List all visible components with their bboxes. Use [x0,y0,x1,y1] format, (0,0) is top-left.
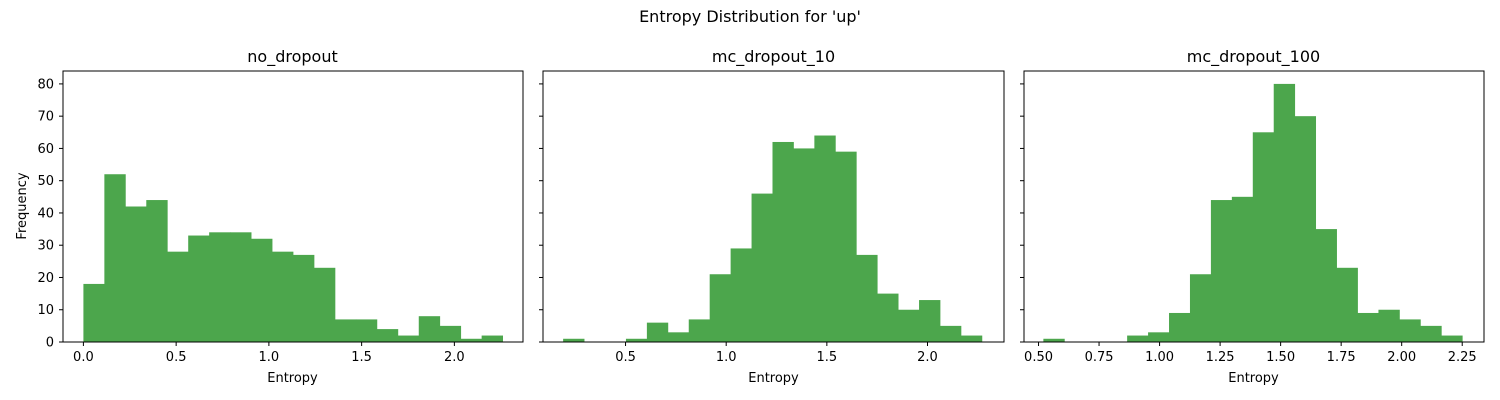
histogram-bar [334,319,357,342]
histogram-bar [272,251,294,342]
histogram-bar [835,151,857,342]
histogram-bar [1210,200,1233,342]
histogram-bar [563,338,585,342]
x-tick-label: 1.25 [1206,350,1235,365]
panel-no-dropout: no_dropout Entropy Frequency 0.0 0.5 1.0 1.… [15,47,524,386]
y-tick-label: 70 [37,110,54,125]
y-tick-label: 60 [37,142,54,157]
histogram-bar [376,329,399,342]
y-tick-label: 10 [37,303,54,318]
histogram-bar [83,283,105,342]
histogram-bar [814,135,836,342]
histogram-bar [125,206,147,342]
x-tick-label: 1.0 [716,350,737,365]
x-tick-label: 1.50 [1266,350,1295,365]
x-tick-label: 1.0 [259,350,280,365]
histogram-bar [209,232,231,342]
axes-frame [542,70,1005,343]
x-tick-label: 2.25 [1448,350,1477,365]
histogram-bar [751,193,773,342]
histogram-bar [104,174,126,342]
histogram-bar [1252,132,1275,342]
histogram-bar [1043,338,1065,342]
histogram-bar [1294,116,1317,343]
x-tick-label: 1.75 [1327,350,1356,365]
histogram-bar [439,325,462,342]
histogram-bar [355,319,378,342]
histogram-bar [898,309,920,342]
histogram-bar [856,254,878,342]
histogram-bar [1273,83,1296,343]
x-tick-label: 0.5 [615,350,636,365]
histogram-bar [167,251,189,342]
histogram-bar [146,200,168,342]
histogram-bar [1357,312,1379,342]
y-tick-label: 80 [37,77,54,92]
histogram-bar [1169,312,1191,342]
histogram-bar [1441,335,1463,342]
panel-mc-dropout-100: mc_dropout_100 Entropy 0.50 0.75 1.00 1.25 1… [1020,47,1485,386]
histogram-bar [688,319,711,342]
histogram-bar [646,322,669,342]
histogram-bar [625,338,648,342]
histogram-bar [293,254,315,342]
histogram-bar [1315,229,1337,342]
panel-title: no_dropout [247,47,337,67]
histogram-bar [1148,332,1170,342]
x-axis-label: Entropy [1228,371,1279,386]
histogram-bar [772,141,794,342]
x-tick-label: 0.0 [73,350,94,365]
x-tick-label: 0.5 [166,350,187,365]
x-tick-label: 2.0 [917,350,938,365]
bars [563,135,983,342]
histogram-bar [730,248,752,342]
histogram-bar [230,232,252,342]
histogram-bar [481,335,503,342]
axes-frame [62,70,524,343]
x-tick-label: 2.00 [1387,350,1416,365]
y-axis-label: Frequency [15,172,30,239]
x-axis-label: Entropy [267,371,318,386]
histogram-bar [1127,335,1149,342]
axes-frame [1023,70,1485,343]
x-tick-label: 0.50 [1024,350,1053,365]
panel-title: mc_dropout_100 [1187,47,1320,67]
histogram-bar [1336,267,1358,342]
figure-suptitle: Entropy Distribution for 'up' [639,7,861,26]
x-tick-label: 0.75 [1085,350,1114,365]
panel-mc-dropout-10: mc_dropout_10 Entropy 0.5 1.0 1.5 2.0 [539,47,1005,386]
bars [1043,83,1463,343]
histogram-bar [960,335,983,342]
histogram-bar [1378,309,1400,342]
x-axis-label: Entropy [748,371,799,386]
histogram-bar [667,332,690,342]
x-tick-label: 1.5 [351,350,372,365]
y-tick-label: 0 [46,336,54,351]
histogram-bar [313,267,336,342]
x-tick-label: 2.0 [444,350,465,365]
x-tick-label: 1.5 [817,350,838,365]
y-tick-label: 20 [37,271,54,286]
histogram-bar [418,316,441,342]
histogram-bar [919,300,941,342]
x-tick-label: 1.00 [1145,350,1174,365]
histogram-bar [397,335,420,342]
y-tick-label: 30 [37,239,54,254]
y-tick-label: 50 [37,174,54,189]
histogram-bar [939,325,962,342]
histogram-bar [188,235,210,342]
histogram-bar [1189,274,1212,342]
y-tick-label: 40 [37,206,54,221]
histogram-bar [1231,196,1254,342]
histogram-bar [709,274,732,342]
histogram-bar [460,338,483,342]
panel-title: mc_dropout_10 [712,47,835,67]
bars [83,174,503,342]
histogram-bar [793,148,815,342]
histogram-bar [1399,319,1421,342]
histogram-bar [877,293,899,342]
histogram-bar [1420,325,1442,342]
histogram-bar [251,238,273,342]
